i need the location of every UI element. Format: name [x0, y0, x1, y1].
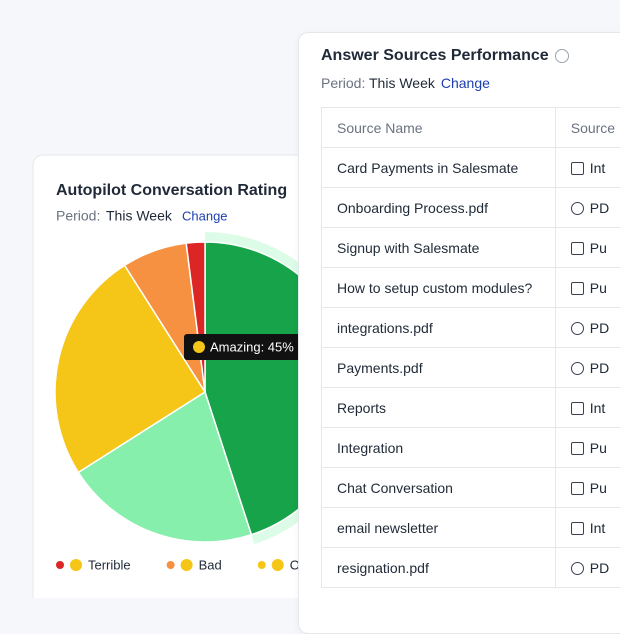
source-type-cell: Pu: [555, 268, 620, 308]
source-icon: [571, 162, 584, 175]
card-title: Autopilot Conversation Rating: [56, 182, 287, 199]
source-type-cell: Int: [555, 508, 620, 548]
source-type: Int: [590, 520, 606, 536]
source-icon: [571, 402, 584, 415]
legend-emoji: [181, 559, 193, 571]
page: Autopilot Conversation Rating Period: Th…: [0, 0, 620, 598]
source-type: Pu: [590, 240, 607, 256]
period-label: Period:: [56, 208, 100, 224]
table-row: How to setup custom modules? Pu: [322, 268, 620, 308]
legend-dot: [258, 561, 266, 569]
legend-emoji: [70, 559, 82, 571]
column-header: Source: [555, 108, 620, 148]
table-row: Onboarding Process.pdf PD: [322, 188, 620, 228]
period-value: This Week: [106, 208, 173, 224]
table-row: Signup with Salesmate Pu: [322, 228, 620, 268]
period-value: This Week: [369, 75, 435, 91]
change-link[interactable]: Change: [182, 208, 228, 223]
source-name: email newsletter: [322, 508, 556, 548]
source-name: Integration: [322, 428, 556, 468]
source-type: Int: [590, 400, 606, 416]
legend-dot: [56, 561, 64, 569]
table-row: Card Payments in Salesmate Int: [322, 148, 620, 188]
source-icon: [571, 362, 584, 375]
source-type: Pu: [590, 280, 607, 296]
table-row: integrations.pdf PD: [322, 308, 620, 348]
source-icon: [571, 562, 584, 575]
tooltip-text: Amazing: 45%: [210, 339, 294, 354]
source-icon: [571, 482, 584, 495]
source-name: Onboarding Process.pdf: [322, 188, 556, 228]
table-row: Chat Conversation Pu: [322, 468, 620, 508]
source-name: How to setup custom modules?: [322, 268, 556, 308]
column-header: Source Name: [322, 108, 556, 148]
source-type-cell: Int: [555, 388, 620, 428]
source-type: Pu: [590, 480, 607, 496]
legend-dot: [167, 561, 175, 569]
table-row: Integration Pu: [322, 428, 620, 468]
source-type-cell: PD: [555, 188, 620, 228]
source-type: PD: [590, 320, 609, 336]
sources-card: Answer Sources Performance Period: This …: [298, 32, 620, 634]
source-name: Signup with Salesmate: [322, 228, 556, 268]
change-link[interactable]: Change: [441, 75, 490, 91]
period-label: Period:: [321, 75, 365, 91]
source-type-cell: PD: [555, 548, 620, 588]
emoji: [193, 341, 205, 353]
source-type-cell: Pu: [555, 468, 620, 508]
source-type: Int: [590, 160, 606, 176]
source-name: Card Payments in Salesmate: [322, 148, 556, 188]
source-icon: [571, 202, 584, 215]
source-icon: [571, 442, 584, 455]
source-type-cell: Pu: [555, 228, 620, 268]
legend-label: Terrible: [88, 557, 131, 572]
source-type: PD: [590, 200, 609, 216]
table-row: Payments.pdf PD: [322, 348, 620, 388]
source-name: integrations.pdf: [322, 308, 556, 348]
source-type: PD: [590, 360, 609, 376]
source-icon: [571, 522, 584, 535]
source-type: PD: [590, 560, 609, 576]
source-name: Payments.pdf: [322, 348, 556, 388]
source-type-cell: PD: [555, 308, 620, 348]
source-type: Pu: [590, 440, 607, 456]
source-type-cell: Pu: [555, 428, 620, 468]
source-type-cell: PD: [555, 348, 620, 388]
source-icon: [571, 282, 584, 295]
source-name: resignation.pdf: [322, 548, 556, 588]
table-row: Reports Int: [322, 388, 620, 428]
source-name: Chat Conversation: [322, 468, 556, 508]
source-icon: [571, 322, 584, 335]
legend-label: Bad: [199, 557, 222, 572]
card-title: Answer Sources Performance: [321, 47, 569, 65]
table-row: resignation.pdf PD: [322, 548, 620, 588]
source-name: Reports: [322, 388, 556, 428]
source-type-cell: Int: [555, 148, 620, 188]
table-row: email newsletter Int: [322, 508, 620, 548]
help-icon[interactable]: [555, 49, 569, 63]
title-text: Answer Sources Performance: [321, 47, 549, 64]
source-icon: [571, 242, 584, 255]
legend-emoji: [272, 559, 284, 571]
period: Period: This Week Change: [321, 75, 490, 91]
tooltip: Amazing: 45%: [184, 334, 304, 360]
